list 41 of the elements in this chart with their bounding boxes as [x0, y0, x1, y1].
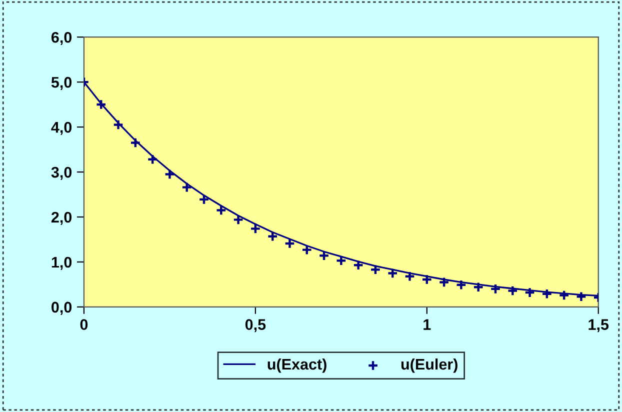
point [181, 182, 192, 193]
point [164, 168, 176, 180]
point [284, 238, 296, 250]
y-tick-label: 3,0 [51, 166, 72, 180]
point [524, 287, 536, 298]
y-tick-label: 2,0 [51, 212, 72, 225]
point [370, 264, 381, 276]
point [558, 290, 570, 301]
y-tick-label: 0,0 [52, 302, 72, 315]
y-tick-label: 4,0 [51, 122, 72, 135]
point [130, 137, 141, 148]
y-tick-label: 6,0 [51, 32, 72, 45]
x-tick-label: 1 [424, 319, 431, 330]
point [576, 291, 587, 302]
point [96, 99, 107, 110]
point [352, 260, 364, 271]
point [301, 244, 312, 256]
legend-label: u(Euler) [401, 358, 458, 373]
point [198, 194, 210, 205]
y-tick-label: 5,0 [51, 76, 72, 90]
x-tick-label: 1,5 [588, 319, 609, 332]
x-tick-label: 0 [80, 319, 88, 330]
point [232, 214, 244, 226]
point [456, 279, 467, 290]
point [387, 268, 398, 279]
point [421, 274, 432, 286]
point [147, 154, 158, 165]
point [112, 119, 124, 130]
point [267, 230, 278, 242]
point [216, 204, 227, 216]
x-tick-label: 0,5 [245, 319, 266, 332]
point [541, 288, 552, 300]
point [490, 283, 501, 294]
point [250, 223, 261, 234]
point [404, 270, 416, 282]
point [507, 285, 518, 296]
point [318, 250, 330, 262]
point [438, 276, 450, 288]
y-tick-label: 1,0 [52, 256, 72, 270]
point [472, 282, 484, 293]
legend-label: u(Exact) [268, 358, 326, 373]
